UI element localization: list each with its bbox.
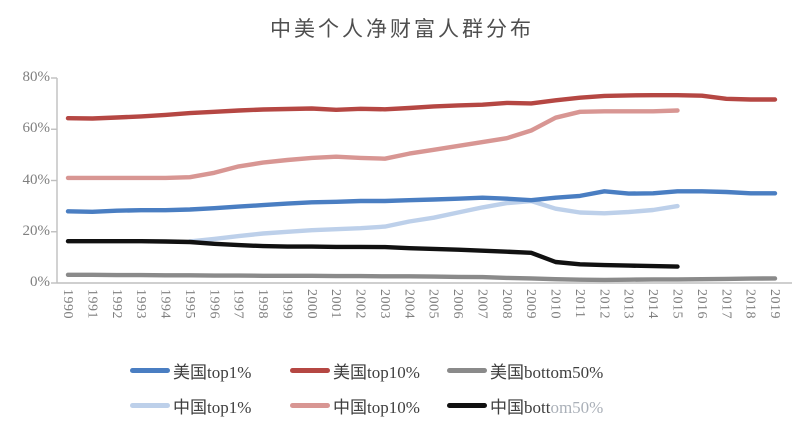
series-line-中国top10% <box>65 108 680 181</box>
x-axis-label-1996: 1996 <box>206 289 222 319</box>
x-axis-label-2018: 2018 <box>742 289 758 319</box>
x-axis-label-1990: 1990 <box>60 289 75 319</box>
legend-swatch-us-top10 <box>290 367 330 373</box>
x-axis-label-1997: 1997 <box>230 289 246 319</box>
x-axis-label-1993: 1993 <box>133 289 149 319</box>
legend-label-cn-bottom50: 中国bottom50% <box>490 397 604 417</box>
x-axis-label-1991: 1991 <box>84 289 100 319</box>
x-axis-label-2009: 2009 <box>523 289 539 319</box>
legend-item-us-top1: 美国top1% <box>130 358 251 382</box>
legend-item-us-top10: 美国top10% <box>290 358 420 382</box>
y-axis-label-40: 40% <box>22 171 51 188</box>
x-axis-label-2005: 2005 <box>425 289 441 319</box>
x-axis-label-1995: 1995 <box>181 289 197 319</box>
x-axis-label-2016: 2016 <box>693 289 709 319</box>
legend-swatch-cn-bottom50 <box>447 402 487 408</box>
y-axis-label-20: 20% <box>22 222 51 239</box>
x-axis-label-1998: 1998 <box>255 289 271 319</box>
x-axis-label-2010: 2010 <box>547 289 563 319</box>
series-line-美国top1% <box>65 189 778 215</box>
legend: 美国top1% 美国top10% 美国bottom50% 中国top1% 中国t… <box>0 352 804 422</box>
x-axis-label-2008: 2008 <box>498 289 514 319</box>
legend-item-cn-top1: 中国top1% <box>130 393 251 417</box>
legend-label-us-top1: 美国top1% <box>173 362 252 382</box>
plot-area <box>51 77 792 284</box>
y-axis-label-0: 0% <box>30 274 50 290</box>
legend-swatch-cn-top1 <box>130 402 170 408</box>
series-line-中国bottom50% <box>65 238 680 269</box>
x-axis-label-2011: 2011 <box>571 289 587 319</box>
legend-label-us-bottom50: 美国bottom50% <box>490 362 604 382</box>
legend-item-cn-bottom50: 中国bottom50% <box>447 393 603 417</box>
series-line-美国bottom50% <box>65 272 778 283</box>
legend-label-us-top10: 美国top10% <box>333 362 420 382</box>
x-axis-label-1994: 1994 <box>157 289 173 319</box>
x-axis-label-2013: 2013 <box>620 289 636 319</box>
chart-title: 中美个人净财富人群分布 <box>270 17 534 41</box>
y-axis-label-60: 60% <box>22 120 51 137</box>
x-axis-label-2002: 2002 <box>352 289 368 319</box>
x-axis-label-2001: 2001 <box>328 289 344 319</box>
x-axis-label-2004: 2004 <box>401 289 417 319</box>
series-line-中国top1% <box>187 198 680 244</box>
x-axis-label-1999: 1999 <box>279 289 295 319</box>
legend-item-us-bottom50: 美国bottom50% <box>447 358 603 382</box>
x-axis-label-2003: 2003 <box>376 289 392 319</box>
legend-label-cn-top10: 中国top10% <box>333 397 420 417</box>
legend-swatch-us-bottom50 <box>447 367 487 373</box>
legend-swatch-us-top1 <box>130 367 170 373</box>
series-line-美国top10% <box>65 92 778 121</box>
x-axis-label-2007: 2007 <box>474 289 490 319</box>
legend-label-cn-top1: 中国top1% <box>173 397 252 417</box>
legend-swatch-cn-top10 <box>290 402 330 408</box>
x-axis-label-2017: 2017 <box>718 289 734 319</box>
x-axis-label-2000: 2000 <box>303 289 319 319</box>
x-axis-label-2012: 2012 <box>596 289 612 319</box>
x-axis-label-1992: 1992 <box>108 289 124 319</box>
y-axis-label-80: 80% <box>22 69 51 85</box>
x-axis-label-2006: 2006 <box>450 289 466 319</box>
x-axis-label-2019: 2019 <box>767 289 783 319</box>
x-axis-label-2014: 2014 <box>645 289 661 319</box>
legend-item-cn-top10: 中国top10% <box>290 393 420 417</box>
x-axis-label-2015: 2015 <box>669 289 685 319</box>
